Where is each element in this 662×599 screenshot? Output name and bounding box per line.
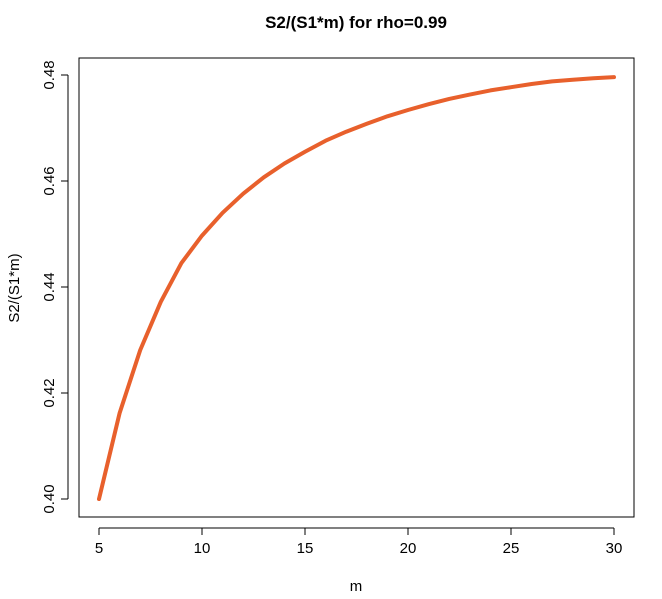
x-tick-label: 30 (606, 540, 623, 557)
y-tick-label: 0.44 (41, 272, 58, 301)
y-tick-label: 0.48 (41, 60, 58, 89)
x-tick-label: 10 (194, 540, 211, 557)
series-group (97, 75, 616, 501)
x-tick-label: 15 (297, 540, 314, 557)
y-tick-label: 0.40 (41, 484, 58, 513)
y-axis-label: S2/(S1*m) (6, 253, 23, 322)
x-tick-label: 25 (503, 540, 520, 557)
y-tick-label: 0.42 (41, 378, 58, 407)
x-tick-label: 20 (400, 540, 417, 557)
y-axis: 0.40 0.42 0.44 0.46 0.48 (41, 60, 69, 514)
x-tick-label: 5 (95, 540, 103, 557)
series-line (97, 75, 616, 501)
plot-area-border (78, 57, 635, 518)
chart-title: S2/(S1*m) for rho=0.99 (265, 13, 447, 32)
y-tick-label: 0.46 (41, 166, 58, 195)
x-axis-label: m (350, 578, 363, 595)
x-axis: 5 10 15 20 25 30 (95, 527, 623, 557)
